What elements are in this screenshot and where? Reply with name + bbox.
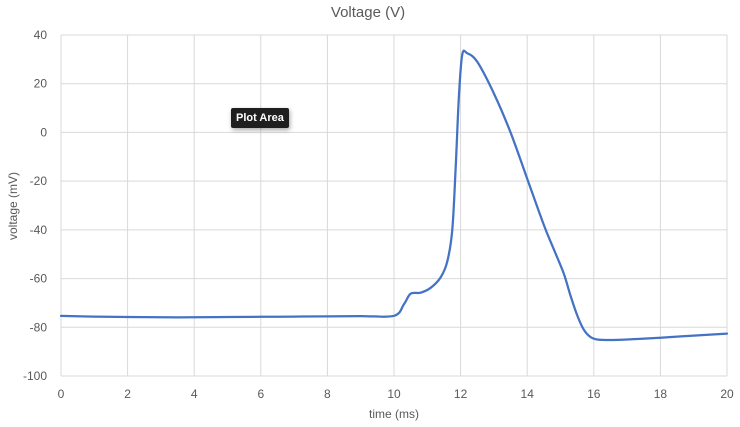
y-tick-label: 40 bbox=[34, 28, 48, 42]
x-tick-label: 20 bbox=[720, 387, 734, 401]
x-tick-label: 2 bbox=[124, 387, 131, 401]
x-tick-label: 10 bbox=[387, 387, 401, 401]
x-tick-label: 8 bbox=[324, 387, 331, 401]
y-tick-label: -80 bbox=[30, 320, 48, 334]
x-tick-label: 18 bbox=[654, 387, 668, 401]
y-tick-label: -20 bbox=[30, 174, 48, 188]
x-tick-label: 4 bbox=[191, 387, 198, 401]
plot-area-tooltip: Plot Area bbox=[231, 108, 289, 128]
y-tick-label: -40 bbox=[30, 223, 48, 237]
chart-title: Voltage (V) bbox=[331, 4, 405, 21]
x-tick-label: 16 bbox=[587, 387, 601, 401]
x-tick-label: 14 bbox=[521, 387, 535, 401]
x-tick-label: 12 bbox=[454, 387, 468, 401]
y-tick-label: -60 bbox=[30, 272, 48, 286]
y-tick-label: 0 bbox=[40, 125, 47, 139]
y-tick-label: 20 bbox=[34, 77, 48, 91]
x-axis-label: time (ms) bbox=[369, 407, 419, 421]
x-tick-label: 6 bbox=[257, 387, 264, 401]
y-tick-label: -100 bbox=[23, 369, 47, 383]
y-axis-label: voltage (mV) bbox=[6, 172, 20, 240]
x-tick-label: 0 bbox=[58, 387, 65, 401]
voltage-series-line bbox=[59, 49, 729, 342]
